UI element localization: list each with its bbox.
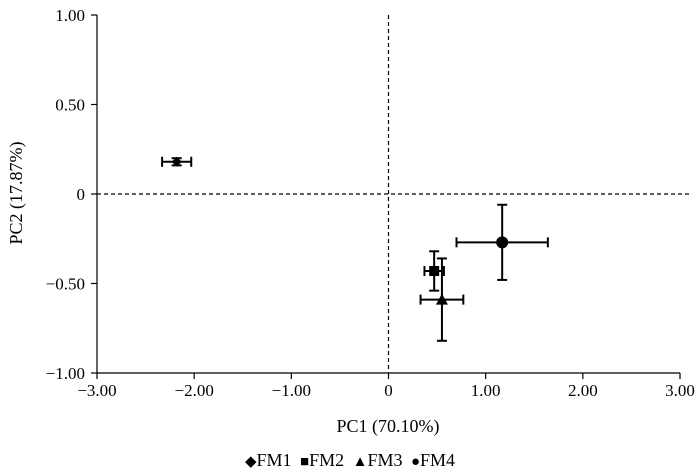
diamond-icon: ◆ — [244, 454, 257, 470]
y-axis-label: PC2 (17.87%) — [6, 141, 27, 244]
data-point-fm3 — [419, 257, 465, 342]
x-tick-label: 3.00 — [665, 381, 695, 400]
legend-label: FM1 — [256, 450, 292, 470]
square-icon: ■ — [300, 454, 310, 470]
legend-label: FM2 — [309, 450, 345, 470]
legend-label: FM3 — [367, 450, 403, 470]
x-tick-label: −3.00 — [77, 381, 116, 400]
data-point-fm2 — [423, 250, 445, 292]
triangle-marker — [435, 293, 448, 305]
y-tick-label: −0.50 — [46, 275, 85, 294]
data-marks — [161, 156, 549, 342]
legend-item-fm2: ■FM2 — [300, 450, 344, 471]
circle-marker — [496, 236, 509, 249]
triangle-icon: ▲ — [352, 454, 368, 470]
data-point-fm4 — [455, 203, 549, 281]
data-point-fm1 — [161, 156, 193, 167]
x-tick-label: −2.00 — [174, 381, 213, 400]
x-tick-label: 1.00 — [471, 381, 501, 400]
circle-icon: ● — [410, 454, 421, 470]
y-tick-label: 0.50 — [55, 96, 85, 115]
square-marker — [429, 265, 440, 276]
legend-item-fm3: ▲FM3 — [353, 450, 403, 471]
chart: −3.00 −2.00 −1.00 0 1.00 2.00 3.00 1.00 0.50 0 −0.… — [6, 6, 695, 437]
x-axis-label: PC1 (70.10%) — [337, 416, 440, 437]
y-tick-label: 0 — [77, 185, 86, 204]
legend-item-fm4: ●FM4 — [411, 450, 455, 471]
legend-item-fm1: ◆FM1 — [245, 450, 292, 471]
y-tick-label: −1.00 — [46, 364, 85, 383]
legend-label: FM4 — [420, 450, 456, 470]
axes: −3.00 −2.00 −1.00 0 1.00 2.00 3.00 1.00 0.50 0 −0.… — [46, 6, 695, 400]
y-tick-label: 1.00 — [55, 6, 85, 25]
x-tick-label: −1.00 — [272, 381, 311, 400]
diamond-marker — [171, 156, 182, 167]
x-tick-label: 0 — [384, 381, 393, 400]
x-tick-label: 2.00 — [568, 381, 598, 400]
legend: ◆FM1 ■FM2 ▲FM3 ●FM4 — [0, 450, 700, 471]
